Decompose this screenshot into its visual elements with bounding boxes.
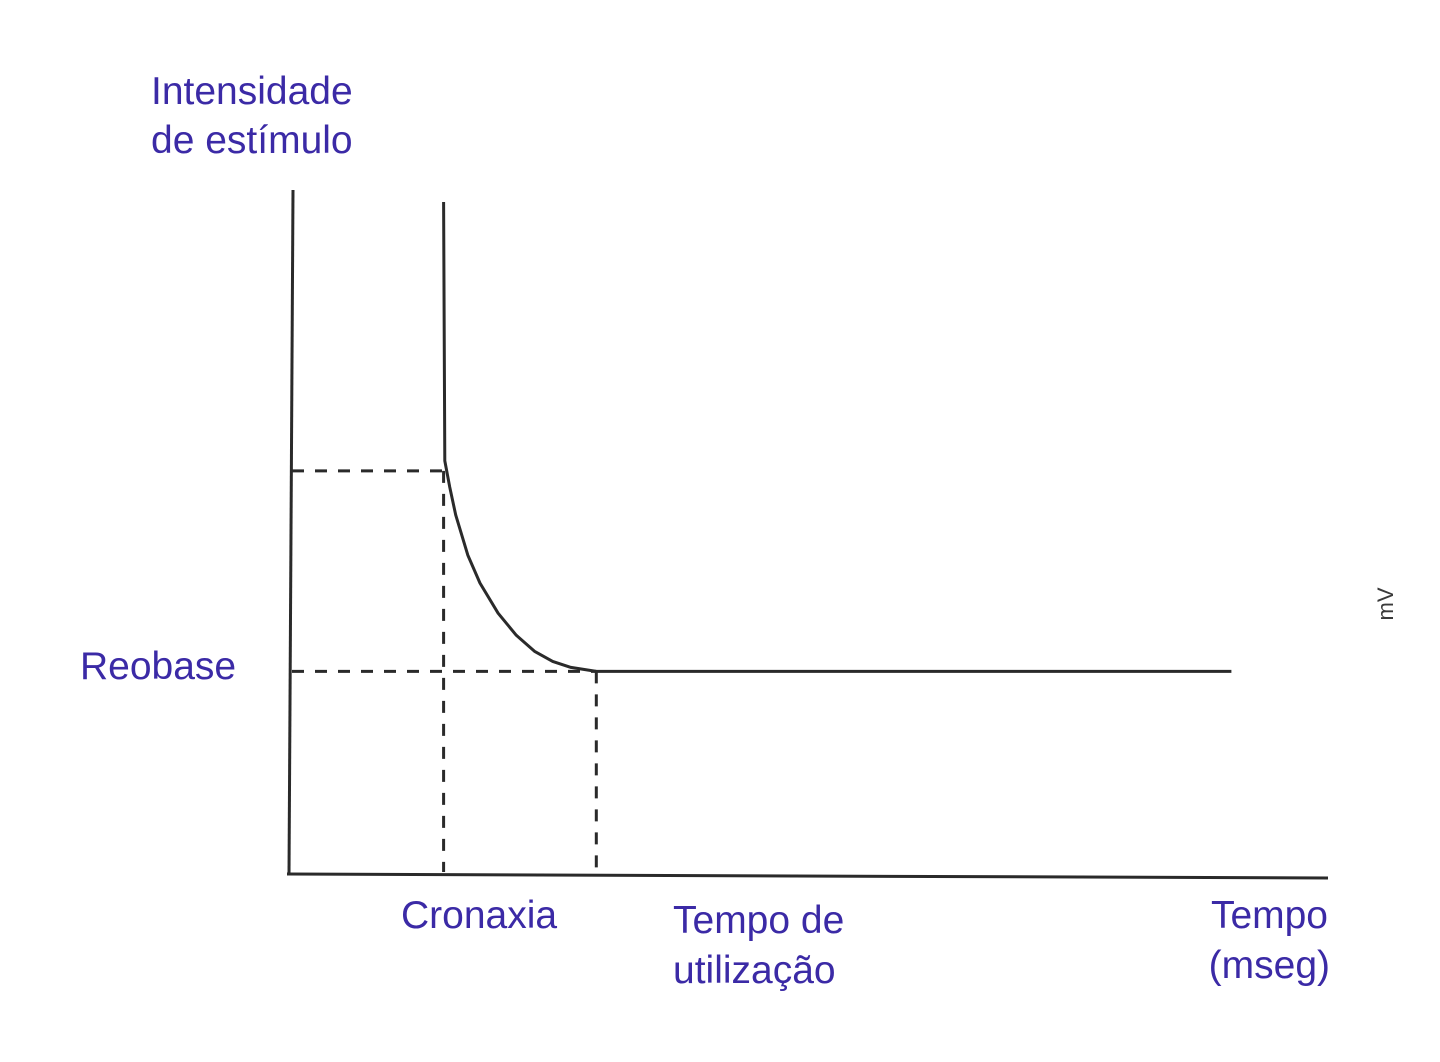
side-text-mv: mV	[1373, 587, 1398, 620]
y-axis-label-line-2: de estímulo	[151, 119, 353, 162]
y-axis-label-line-1: Intensidade	[151, 70, 353, 113]
series-layer	[442, 201, 1232, 673]
axes	[286, 189, 1329, 880]
tempo-utilizacao-label-line-2: utilização	[673, 949, 836, 992]
x-axis-label-line-2: (mseg)	[1209, 944, 1330, 987]
series-line-0	[442, 201, 1232, 673]
reobase-label: Reobase	[80, 645, 236, 688]
tempo-utilizacao-label-line-1: Tempo de	[673, 899, 844, 942]
cronaxia-label: Cronaxia	[401, 894, 557, 937]
guide-lines	[292, 469, 598, 872]
y-axis	[287, 189, 295, 875]
x-axis-label-line-1: Tempo	[1211, 894, 1328, 937]
x-axis	[286, 872, 1329, 880]
